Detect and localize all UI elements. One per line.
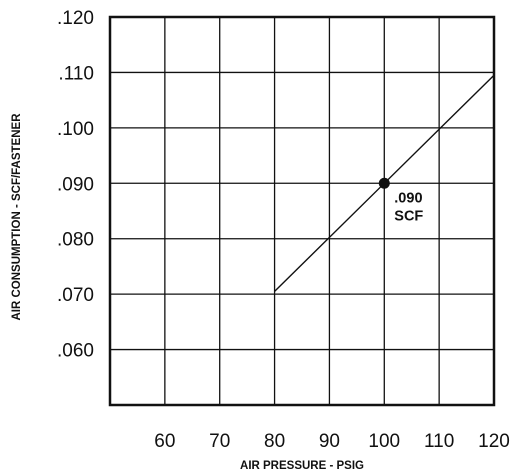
x-tick-label-4: 100 [368, 431, 400, 452]
y-tick-label-5: .110 [58, 63, 94, 84]
chart-grid [110, 17, 494, 405]
x-tick-label-5: 110 [424, 431, 454, 452]
y-tick-label-4: .100 [57, 119, 94, 140]
x-tick-label-6: 120 [478, 431, 510, 452]
x-tick-label-1: 70 [209, 431, 230, 452]
highlight-label-value: .090 [394, 190, 422, 206]
y-axis-ticks: .060 .070 .080 .090 .100 .110 .120 [57, 8, 94, 362]
x-axis-title: AIR PRESSURE - PSIG [240, 460, 364, 472]
x-tick-label-3: 90 [319, 431, 340, 452]
y-tick-label-2: .080 [57, 230, 94, 251]
y-axis-title: AIR CONSUMPTION - SCF/FASTENER [11, 113, 23, 321]
highlight-point [378, 177, 390, 189]
x-tick-label-2: 80 [264, 431, 285, 452]
y-tick-label-6: .120 [57, 8, 94, 29]
x-tick-label-0: 60 [154, 431, 175, 452]
plot-frame [108, 15, 496, 407]
x-axis-ticks: 60 70 80 90 100 110 120 [154, 431, 510, 452]
y-tick-label-0: .060 [57, 341, 94, 362]
y-tick-label-1: .070 [57, 285, 94, 306]
highlight-label-unit: SCF [394, 208, 423, 224]
y-tick-label-3: .090 [57, 174, 94, 195]
